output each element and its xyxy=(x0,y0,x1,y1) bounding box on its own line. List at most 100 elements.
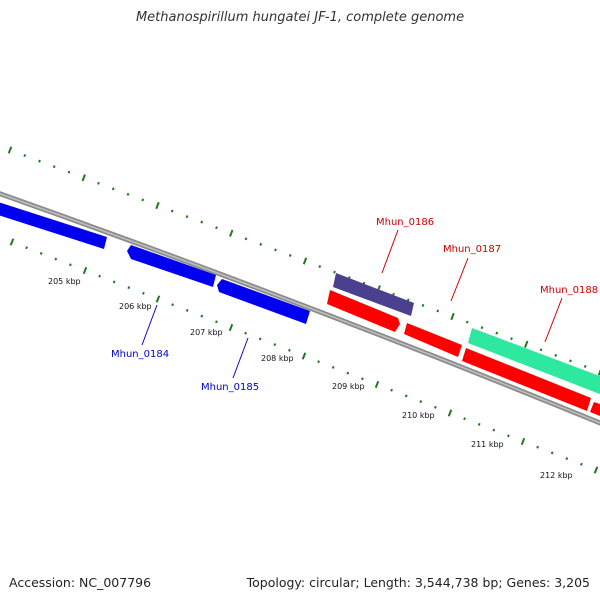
scale-label: 210 kbp xyxy=(402,411,435,420)
tick-outer-minor xyxy=(406,298,410,302)
tick-inner-minor xyxy=(346,371,350,375)
tick-inner-minor xyxy=(54,257,58,261)
gene-label-mhun-0188: Mhun_0188 xyxy=(540,285,598,296)
tick-row-inner xyxy=(9,238,599,474)
tick-outer-minor xyxy=(67,170,71,174)
tick-inner-minor xyxy=(565,457,569,461)
gene-arrow-mhun-0183 xyxy=(0,202,107,249)
tick-outer-minor xyxy=(554,353,558,357)
tick-outer-minor xyxy=(244,237,248,241)
tick-inner-minor xyxy=(185,308,189,312)
tick-outer-minor xyxy=(583,364,587,368)
gene-callout-lines xyxy=(141,229,563,379)
tick-inner-minor xyxy=(419,400,423,404)
tick-outer-minor xyxy=(480,326,484,330)
genome-summary-text: Topology: circular; Length: 3,544,738 bp… xyxy=(246,575,590,590)
gene-label-mhun-0185: Mhun_0185 xyxy=(201,382,259,393)
tick-inner-minor xyxy=(112,280,116,284)
gene-label-mhun-0184: Mhun_0184 xyxy=(111,349,169,360)
gene-arrow-mhun-0187a xyxy=(327,290,400,332)
gene-arrows xyxy=(0,202,600,416)
tick-outer-major xyxy=(229,229,234,237)
tick-outer-minor xyxy=(539,348,543,352)
tick-inner-minor xyxy=(288,348,291,352)
tick-outer-major xyxy=(302,257,308,265)
tick-inner-major xyxy=(447,409,453,417)
tick-inner-minor xyxy=(215,320,218,324)
tick-outer-major xyxy=(597,369,600,376)
gene-arrow-mhun-0184 xyxy=(127,245,216,287)
tick-inner-minor xyxy=(25,246,28,250)
tick-inner-minor xyxy=(171,303,174,307)
tick-outer-minor xyxy=(141,198,145,202)
tick-outer-minor xyxy=(318,265,322,269)
tick-inner-minor xyxy=(244,331,247,335)
callout-line-mhun-0188 xyxy=(544,297,563,343)
tick-inner-minor xyxy=(317,360,320,364)
gene-arrow-mhun-0190 xyxy=(590,402,600,416)
tick-outer-minor xyxy=(421,303,425,307)
tick-outer-major xyxy=(155,201,160,210)
tick-row-outer xyxy=(7,146,600,376)
tick-inner-minor xyxy=(361,377,364,381)
tick-outer-minor xyxy=(185,215,189,219)
tick-outer-minor xyxy=(288,253,292,257)
tick-outer-minor xyxy=(436,309,440,313)
tick-inner-minor xyxy=(331,365,335,369)
callout-line-mhun-0185 xyxy=(232,337,249,379)
tick-outer-minor xyxy=(52,165,56,169)
tick-inner-minor xyxy=(550,451,554,455)
tick-inner-major xyxy=(520,437,526,446)
tick-inner-major xyxy=(228,323,234,332)
tick-outer-minor xyxy=(215,226,218,230)
tick-outer-minor xyxy=(200,220,204,224)
tick-outer-minor xyxy=(569,359,572,363)
callout-line-mhun-0186 xyxy=(381,229,399,274)
tick-inner-minor xyxy=(98,274,101,278)
tick-outer-minor xyxy=(170,209,174,213)
tick-inner-minor xyxy=(273,343,277,347)
tick-inner-minor xyxy=(404,394,408,398)
tick-outer-minor xyxy=(274,248,277,252)
tick-inner-minor xyxy=(434,405,437,409)
tick-outer-minor xyxy=(38,159,41,163)
tick-inner-major xyxy=(9,238,15,246)
gene-arrow-mhun-0189 xyxy=(462,348,591,411)
tick-inner-minor xyxy=(200,314,204,318)
callout-line-mhun-0187 xyxy=(450,257,469,302)
tick-inner-minor xyxy=(39,251,43,255)
gene-arrow-mhun-0187b xyxy=(404,323,462,357)
scale-label: 205 kbp xyxy=(48,277,81,286)
tick-inner-minor xyxy=(463,417,466,421)
tick-inner-major xyxy=(155,295,161,303)
tick-inner-minor xyxy=(127,286,131,290)
tick-inner-minor xyxy=(477,422,481,426)
tick-inner-minor xyxy=(69,263,72,267)
tick-inner-minor xyxy=(507,434,510,438)
tick-outer-minor xyxy=(333,270,336,274)
gene-label-mhun-0187: Mhun_0187 xyxy=(443,244,501,255)
tick-inner-major xyxy=(593,466,599,474)
tick-outer-minor xyxy=(465,320,469,324)
tick-outer-minor xyxy=(495,331,499,335)
tick-inner-minor xyxy=(492,428,496,432)
gene-arrow-mhun-0188 xyxy=(468,328,600,395)
genome-backbone-highlight xyxy=(0,192,600,424)
scale-label: 206 kbp xyxy=(119,302,152,311)
gene-arrow-mhun-0185 xyxy=(217,279,310,324)
scale-label: 212 kbp xyxy=(540,471,573,480)
scale-label: 207 kbp xyxy=(190,328,223,337)
tick-inner-minor xyxy=(580,462,583,466)
tick-outer-major xyxy=(81,174,86,182)
tick-inner-major xyxy=(301,352,307,360)
tick-outer-major xyxy=(7,146,13,154)
tick-inner-minor xyxy=(142,291,145,295)
tick-outer-major xyxy=(450,312,455,321)
scale-label: 208 kbp xyxy=(261,354,294,363)
tick-outer-major xyxy=(524,340,529,348)
tick-inner-major xyxy=(374,380,380,389)
tick-inner-minor xyxy=(390,388,393,392)
tick-inner-major xyxy=(82,266,88,275)
tick-outer-minor xyxy=(23,154,27,158)
